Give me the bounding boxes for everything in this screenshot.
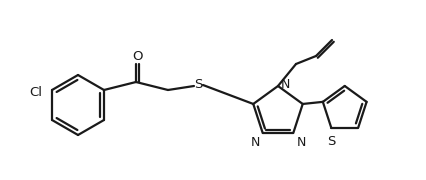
Text: O: O	[132, 51, 142, 64]
Text: N: N	[296, 136, 305, 149]
Text: S: S	[326, 135, 334, 148]
Text: N: N	[280, 78, 290, 91]
Text: Cl: Cl	[29, 87, 42, 100]
Text: N: N	[250, 136, 259, 149]
Text: S: S	[193, 78, 201, 91]
